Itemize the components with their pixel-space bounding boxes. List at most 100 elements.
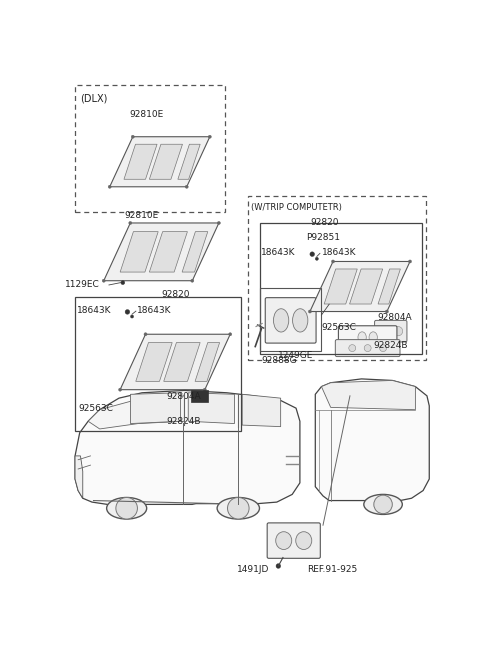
Circle shape: [129, 221, 132, 225]
Polygon shape: [378, 269, 400, 304]
Circle shape: [185, 185, 188, 189]
Bar: [260, 223, 421, 354]
Ellipse shape: [369, 332, 377, 343]
Circle shape: [364, 345, 371, 352]
Polygon shape: [120, 334, 230, 390]
Polygon shape: [164, 343, 200, 381]
Ellipse shape: [274, 309, 289, 332]
Text: 92804A: 92804A: [377, 313, 411, 322]
Text: 92563C: 92563C: [78, 403, 113, 413]
Text: 92810E: 92810E: [129, 109, 163, 119]
Circle shape: [197, 405, 207, 415]
Text: 92820: 92820: [311, 218, 339, 227]
Polygon shape: [322, 381, 415, 409]
FancyBboxPatch shape: [108, 413, 180, 431]
Text: 1491JD: 1491JD: [237, 565, 269, 574]
Ellipse shape: [364, 495, 402, 514]
Polygon shape: [182, 232, 208, 272]
Text: P92851: P92851: [306, 233, 340, 242]
Circle shape: [208, 135, 211, 138]
Polygon shape: [310, 261, 410, 312]
Circle shape: [119, 388, 121, 391]
Circle shape: [190, 405, 199, 415]
Ellipse shape: [293, 309, 308, 332]
Polygon shape: [131, 393, 180, 424]
Circle shape: [310, 252, 314, 257]
Ellipse shape: [147, 405, 156, 417]
Circle shape: [386, 327, 396, 336]
Circle shape: [374, 495, 392, 514]
Circle shape: [349, 345, 356, 352]
Polygon shape: [120, 232, 158, 272]
Text: (DLX): (DLX): [80, 94, 107, 103]
Polygon shape: [88, 396, 184, 429]
FancyBboxPatch shape: [177, 399, 212, 422]
Polygon shape: [75, 456, 83, 498]
Polygon shape: [178, 144, 200, 179]
Circle shape: [131, 315, 133, 318]
FancyBboxPatch shape: [374, 320, 407, 342]
Circle shape: [144, 333, 147, 336]
Polygon shape: [149, 232, 187, 272]
Circle shape: [181, 405, 192, 415]
Circle shape: [380, 345, 386, 352]
Text: 18643K: 18643K: [137, 306, 171, 315]
Circle shape: [408, 260, 411, 263]
FancyBboxPatch shape: [336, 340, 400, 356]
Ellipse shape: [358, 332, 366, 343]
Text: 18643K: 18643K: [322, 248, 356, 257]
Text: 1129EC: 1129EC: [65, 280, 100, 290]
Text: 92888G: 92888G: [262, 356, 297, 365]
Polygon shape: [188, 393, 234, 424]
Polygon shape: [149, 144, 182, 179]
Circle shape: [141, 418, 148, 426]
Circle shape: [123, 418, 131, 426]
Text: 92820: 92820: [161, 290, 190, 299]
Polygon shape: [349, 269, 383, 304]
Text: 92824B: 92824B: [374, 341, 408, 350]
Polygon shape: [136, 343, 172, 381]
Polygon shape: [242, 394, 281, 426]
Circle shape: [228, 498, 249, 519]
Bar: [191, 390, 207, 402]
Ellipse shape: [217, 498, 260, 519]
Circle shape: [121, 281, 125, 284]
Ellipse shape: [160, 405, 169, 417]
Circle shape: [131, 135, 134, 138]
Circle shape: [379, 327, 388, 336]
Circle shape: [191, 279, 194, 282]
Circle shape: [394, 327, 403, 336]
Polygon shape: [315, 379, 429, 510]
Circle shape: [217, 221, 220, 225]
FancyBboxPatch shape: [265, 297, 316, 343]
Polygon shape: [195, 343, 220, 381]
Text: 1249GE: 1249GE: [278, 351, 314, 360]
Circle shape: [315, 257, 318, 260]
Text: 18643K: 18643K: [262, 248, 296, 257]
Text: 92804A: 92804A: [166, 392, 201, 401]
Circle shape: [108, 185, 111, 189]
Polygon shape: [104, 223, 219, 281]
Bar: [75, 84, 225, 212]
Text: (W/TRIP COMPUTETR): (W/TRIP COMPUTETR): [252, 202, 342, 212]
Ellipse shape: [296, 532, 312, 550]
Ellipse shape: [107, 498, 147, 519]
Circle shape: [332, 260, 335, 263]
Ellipse shape: [276, 532, 292, 550]
Circle shape: [125, 310, 130, 314]
Bar: [260, 288, 322, 351]
Circle shape: [102, 279, 105, 282]
Text: 92810E: 92810E: [124, 211, 158, 220]
Circle shape: [385, 310, 388, 313]
FancyBboxPatch shape: [267, 523, 320, 558]
Polygon shape: [75, 390, 300, 514]
Text: 92563C: 92563C: [322, 323, 356, 332]
Bar: [248, 196, 426, 360]
Circle shape: [228, 333, 232, 336]
Polygon shape: [124, 144, 157, 179]
Polygon shape: [110, 137, 210, 187]
Text: 18643K: 18643K: [77, 306, 111, 315]
Circle shape: [203, 388, 206, 391]
FancyBboxPatch shape: [120, 398, 184, 422]
Text: 92824B: 92824B: [166, 417, 201, 426]
